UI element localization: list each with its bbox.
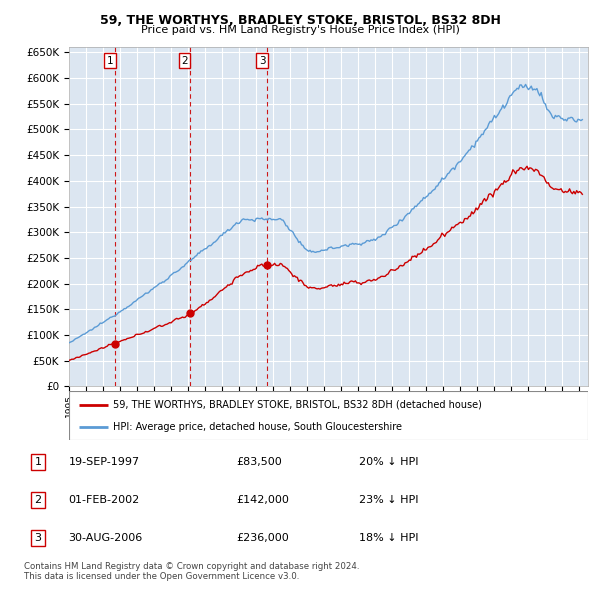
Text: Contains HM Land Registry data © Crown copyright and database right 2024.
This d: Contains HM Land Registry data © Crown c… [24, 562, 359, 581]
Text: 1: 1 [34, 457, 41, 467]
Text: 1: 1 [107, 56, 113, 65]
Text: £236,000: £236,000 [236, 533, 289, 543]
Text: Price paid vs. HM Land Registry's House Price Index (HPI): Price paid vs. HM Land Registry's House … [140, 25, 460, 35]
Text: 18% ↓ HPI: 18% ↓ HPI [359, 533, 418, 543]
Text: HPI: Average price, detached house, South Gloucestershire: HPI: Average price, detached house, Sout… [113, 422, 402, 432]
Text: 2: 2 [181, 56, 188, 65]
Text: 20% ↓ HPI: 20% ↓ HPI [359, 457, 418, 467]
Text: £83,500: £83,500 [236, 457, 282, 467]
Text: 3: 3 [34, 533, 41, 543]
Text: 19-SEP-1997: 19-SEP-1997 [68, 457, 140, 467]
Text: £142,000: £142,000 [236, 495, 289, 505]
Text: 59, THE WORTHYS, BRADLEY STOKE, BRISTOL, BS32 8DH (detached house): 59, THE WORTHYS, BRADLEY STOKE, BRISTOL,… [113, 399, 482, 409]
Text: 3: 3 [259, 56, 266, 65]
Text: 2: 2 [34, 495, 41, 505]
Text: 01-FEB-2002: 01-FEB-2002 [68, 495, 140, 505]
Text: 30-AUG-2006: 30-AUG-2006 [68, 533, 143, 543]
Text: 23% ↓ HPI: 23% ↓ HPI [359, 495, 418, 505]
Text: 59, THE WORTHYS, BRADLEY STOKE, BRISTOL, BS32 8DH: 59, THE WORTHYS, BRADLEY STOKE, BRISTOL,… [100, 14, 500, 27]
